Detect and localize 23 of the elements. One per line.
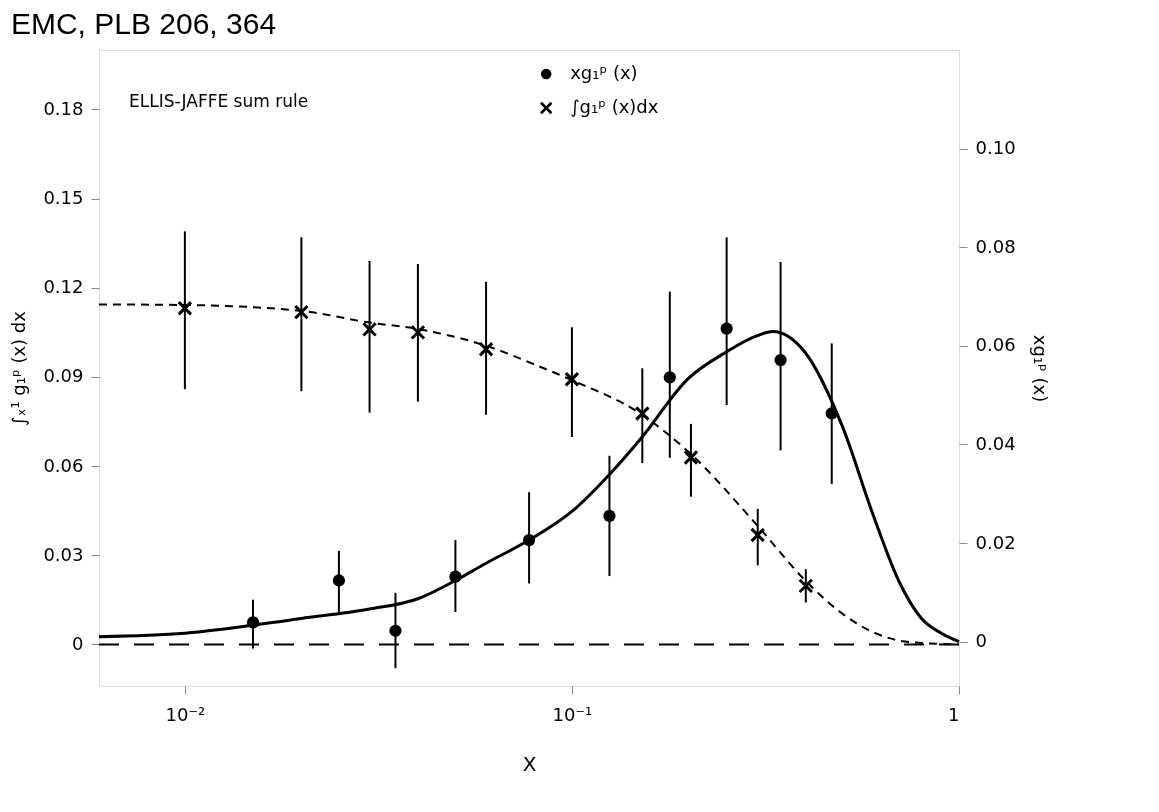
x-axis-title: X [522,751,537,776]
y-tick-label: 0.12 [43,276,84,298]
x-tick-label: 10⁻¹ [552,703,593,725]
x-tick-label: 1 [948,703,960,725]
y2-axis-title: xg₁ᵖ (x) [1029,334,1051,403]
y-tick-label: 0 [72,632,84,654]
chart-title: EMC, PLB 206, 364 [10,7,277,40]
y2-tick-label: 0.06 [975,334,1016,356]
legend-label: xg₁ᵖ (x) [570,62,638,83]
y-tick-label: 0.06 [43,454,84,476]
legend-label: ∫g₁ᵖ (x)dx [570,96,659,117]
x-tick-label: 10⁻² [165,703,206,725]
y2-tick-label: 0 [975,630,987,652]
y2-tick-label: 0.10 [975,137,1016,159]
y2-tick-label: 0.02 [975,531,1016,553]
y-axis-title: ∫ₓ¹ g₁ᵖ (x) dx [8,310,30,426]
y-tick-label: 0.09 [43,365,84,387]
y2-tick-label: 0.04 [975,432,1016,454]
y2-tick-label: 0.08 [975,235,1016,257]
y-tick-label: 0.03 [43,543,84,565]
y-tick-label: 0.15 [43,187,84,209]
y-tick-label: 0.18 [43,97,84,119]
annotation: ELLIS-JAFFE sum rule [129,91,309,111]
